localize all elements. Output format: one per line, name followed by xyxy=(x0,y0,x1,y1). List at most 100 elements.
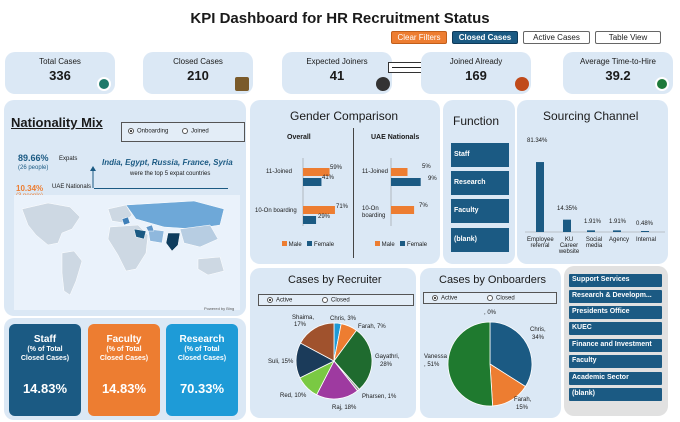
onboarders-title: Cases by Onboarders xyxy=(439,274,546,286)
cat-line: KU xyxy=(564,237,574,243)
card-sub1: (% of Total xyxy=(184,346,220,353)
opt-onboarding-label: Onboarding xyxy=(137,128,169,135)
rec-label-raj: Raj, 18% xyxy=(332,405,357,411)
card-title: Research xyxy=(179,334,225,345)
src-cat-2: KU Career website xyxy=(557,237,581,255)
ov-label-71: 71% xyxy=(336,204,349,210)
top-countries-sub: were the top 5 expat countries xyxy=(130,171,211,177)
nationality-title: Nationality Mix xyxy=(11,115,103,130)
slicer-blank[interactable]: (blank) xyxy=(569,388,662,401)
slicer-presidents-office[interactable]: Presidents Office xyxy=(569,306,662,319)
research-pct-card: Research (% of Total Closed Cases) 70.33… xyxy=(166,324,238,416)
recruiter-panel: Cases by Recruiter Active Closed Chris, … xyxy=(250,268,416,418)
opt-closed-label: Closed xyxy=(331,297,350,304)
rec-label-pharsen: Pharsen, 1% xyxy=(362,394,397,400)
row-label-onboarding: 10-On boarding xyxy=(255,208,297,214)
kpi-label: Expected Joiners xyxy=(306,57,368,66)
kpi-label: Closed Cases xyxy=(173,57,223,66)
sourcing-bar xyxy=(536,162,544,232)
expats-label: Expats xyxy=(59,156,78,162)
divider xyxy=(94,188,228,189)
rec-label-suli: Suli, 15% xyxy=(268,359,294,365)
pie-slice xyxy=(447,321,494,407)
sourcing-bar xyxy=(613,230,621,232)
slicer-academic-sector[interactable]: Academic Sector xyxy=(569,372,662,385)
row-label-joined: 11-Joined xyxy=(266,169,292,175)
gender-bar-male xyxy=(391,168,408,176)
legend-overall: Male Female xyxy=(282,241,334,248)
slicer-research-dev[interactable]: Research & Developm... xyxy=(569,290,662,303)
legend-female-label: Female xyxy=(314,242,335,248)
nationality-toggle[interactable]: Onboarding Joined xyxy=(121,122,245,142)
closed-radio[interactable] xyxy=(487,295,494,301)
function-title: Function xyxy=(453,114,500,128)
gender-bar-male xyxy=(303,168,330,176)
vertical-divider xyxy=(353,128,354,258)
closed-radio[interactable] xyxy=(322,297,329,303)
kpi-value: 210 xyxy=(187,68,209,83)
clear-filters-button[interactable]: Clear Filters xyxy=(391,31,447,44)
kpi-value: 169 xyxy=(465,68,487,83)
onboarding-radio[interactable] xyxy=(128,128,134,134)
src-cat-4: Agency xyxy=(609,237,630,243)
function-faculty[interactable]: Faculty xyxy=(451,199,509,223)
expats-pct: 89.66% xyxy=(18,153,49,163)
joined-radio[interactable] xyxy=(182,128,189,134)
closed-cases-button[interactable]: Closed Cases xyxy=(452,31,518,44)
onboarders-toggle[interactable]: Active Closed xyxy=(423,292,557,304)
opt-closed-label: Closed xyxy=(496,295,515,302)
onb-label-chris-pct: 34% xyxy=(532,335,545,341)
kpi-avg-time-to-hire: Average Time-to-Hire 39.2 xyxy=(563,52,673,94)
function-staff[interactable]: Staff xyxy=(451,143,509,167)
ov-label-29: 29% xyxy=(318,214,331,220)
gender-panel: Gender Comparison Overall UAE Nationals … xyxy=(250,100,440,264)
uae-label-5: 5% xyxy=(422,164,431,170)
card-title: Staff xyxy=(33,334,57,345)
function-research[interactable]: Research xyxy=(451,171,509,195)
slicer-faculty[interactable]: Faculty xyxy=(569,355,662,368)
gender-title: Gender Comparison xyxy=(290,109,399,123)
onb-label-farah-pct: 15% xyxy=(516,405,529,411)
onboarders-panel: Cases by Onboarders Active Closed , 0% C… xyxy=(420,268,561,418)
active-cases-button[interactable]: Active Cases xyxy=(523,31,590,44)
src-cat-3: Social media xyxy=(583,237,605,249)
active-radio[interactable] xyxy=(267,297,273,303)
slicer-support-services[interactable]: Support Services xyxy=(569,274,662,287)
pie-slice xyxy=(333,329,373,390)
kpi-value: 41 xyxy=(329,68,345,83)
uae-subtitle: UAE Nationals xyxy=(371,134,420,141)
kpi-value: 336 xyxy=(49,68,71,83)
cat-line: Social xyxy=(585,237,603,243)
slicer-finance[interactable]: Finance and Investment xyxy=(569,339,662,352)
map-credit: Powered by Bing xyxy=(204,306,235,311)
kpi-expected-joiners: Expected Joiners 41 xyxy=(282,52,392,94)
ov-label-59: 59% xyxy=(330,165,343,171)
gender-bar-female xyxy=(303,178,322,186)
function-blank[interactable]: (blank) xyxy=(451,228,509,252)
uae-row-label-b: boarding xyxy=(362,213,386,219)
card-value: 14.83% xyxy=(22,381,68,396)
cat-line: Employee xyxy=(527,237,554,243)
briefcase-icon xyxy=(97,77,111,91)
kpi-closed-cases: Closed Cases 210 xyxy=(143,52,253,94)
legend-female-label: Female xyxy=(407,242,428,248)
cat-line: referral xyxy=(530,243,550,249)
table-view-button[interactable]: Table View xyxy=(595,31,661,44)
arrow-up-icon xyxy=(90,166,96,188)
gender-bar-male xyxy=(303,206,335,214)
active-radio[interactable] xyxy=(432,295,438,301)
card-sub1: (% of Total xyxy=(27,346,63,353)
card-sub2: Closed Cases) xyxy=(99,355,149,362)
card-value: 14.83% xyxy=(101,381,147,396)
src-pct-2: 14.35% xyxy=(557,206,578,212)
staff-pct-card: Staff (% of Total Closed Cases) 14.83% xyxy=(9,324,81,416)
sourcing-bar xyxy=(563,219,571,232)
nationality-panel: Nationality Mix Onboarding Joined 89.66%… xyxy=(4,100,246,316)
recruiter-toggle[interactable]: Active Closed xyxy=(258,294,414,306)
src-pct-4: 1.91% xyxy=(609,219,627,225)
onb-label-farah: Farah, xyxy=(514,397,532,403)
kpi-label: Average Time-to-Hire xyxy=(580,57,656,66)
cat-line: website xyxy=(558,249,580,255)
slicer-kuec[interactable]: KUEC xyxy=(569,322,662,335)
opt-active-label: Active xyxy=(276,297,293,304)
